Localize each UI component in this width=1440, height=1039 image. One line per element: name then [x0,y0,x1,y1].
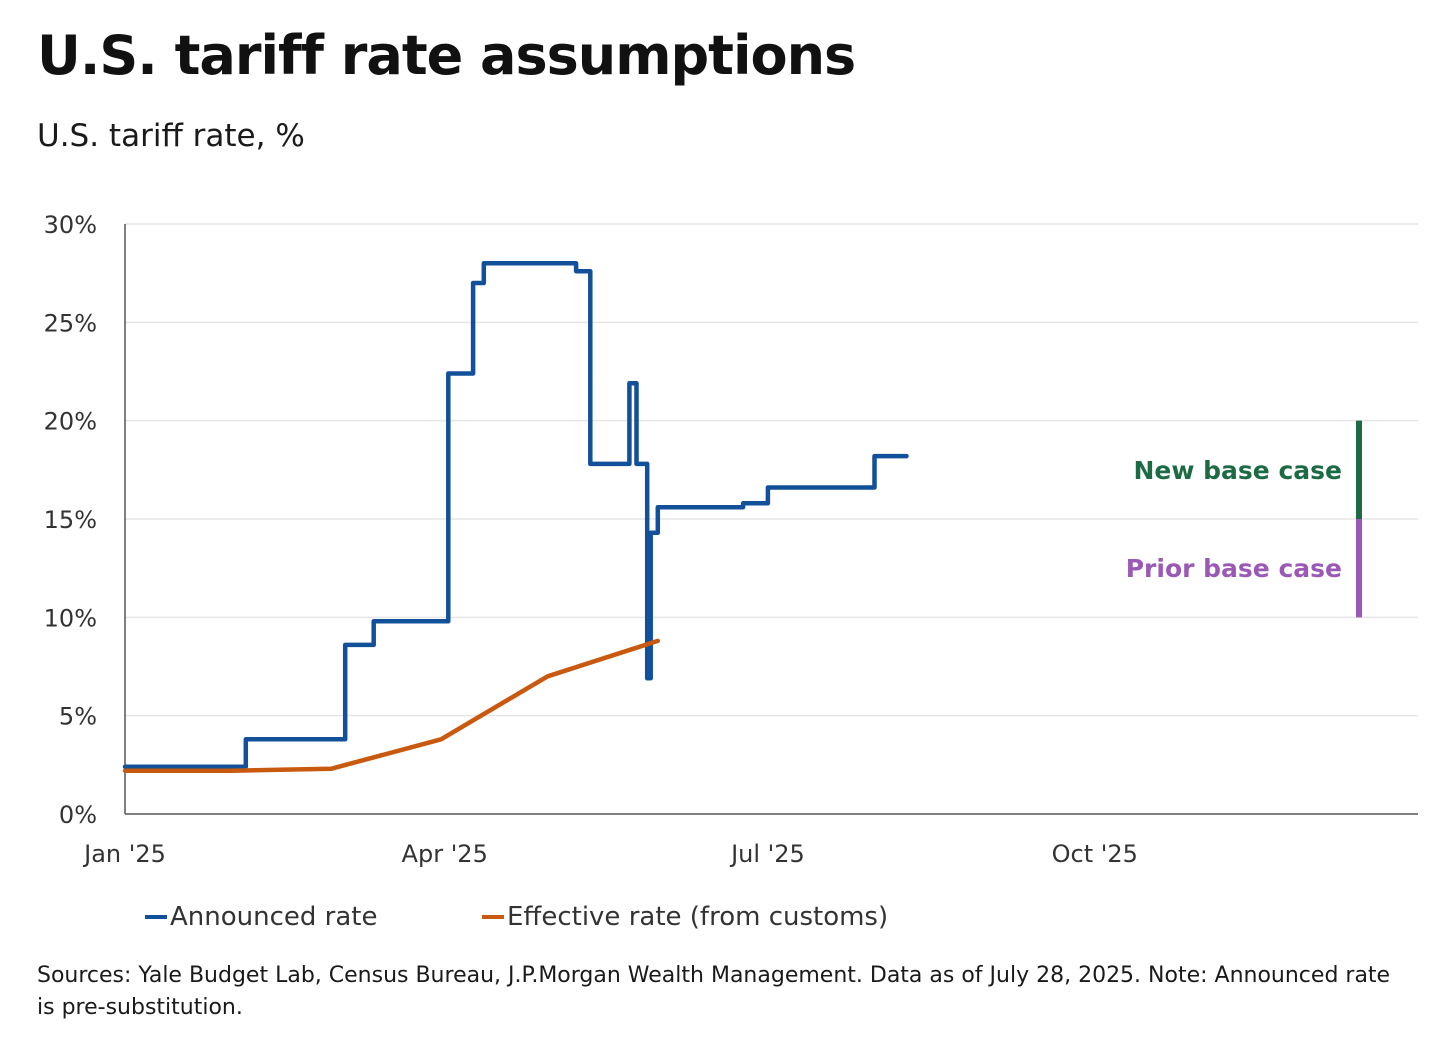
tick-labels: 0% 5% 10% 15% 20% 25% 30% Jan '25 Apr '25 Jul '25… [44,211,1138,868]
legend-item-announced: Announced rate [145,902,377,932]
y-tick-label: 0% [59,801,97,829]
axes [124,224,1418,815]
effective-rate-line [122,638,661,773]
base-case-annotations: New base case Prior base case [1126,420,1362,618]
x-tick-label: Apr '25 [402,840,488,868]
legend-label-effective: Effective rate (from customs) [507,902,889,932]
legend-label-announced: Announced rate [170,902,378,932]
series-lines [122,261,909,773]
y-tick-label: 30% [44,211,97,239]
effective-swatch [482,915,504,919]
legend-item-effective: Effective rate (from customs) [482,902,888,932]
announced-swatch [145,915,167,919]
x-tick-label: Jul '25 [729,840,805,868]
y-tick-label: 25% [44,309,97,337]
tariff-rate-chart: 0% 5% 10% 15% 20% 25% 30% Jan '25 Apr '25 Jul '25… [44,211,1418,868]
y-tick-label: 20% [44,408,97,436]
y-tick-label: 5% [59,703,97,731]
new-base-case-label: New base case [1133,456,1342,485]
y-tick-label: 15% [44,506,97,534]
x-tick-label: Oct '25 [1052,840,1138,868]
chart-title: U.S. tariff rate assumptions [37,24,856,87]
prior-base-case-label: Prior base case [1126,554,1342,583]
announced-rate-line [122,261,909,770]
grid-lines [125,223,1418,717]
chart-subtitle: U.S. tariff rate, % [37,118,305,154]
x-tick-label: Jan '25 [82,840,166,868]
y-tick-label: 10% [44,604,97,632]
source-note: Sources: Yale Budget Lab, Census Bureau,… [37,963,1391,1020]
